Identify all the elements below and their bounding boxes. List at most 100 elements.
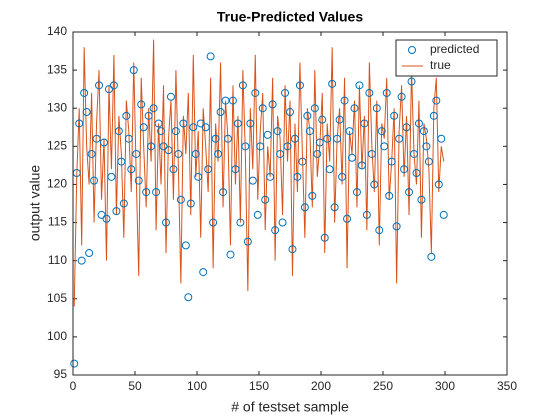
x-tick-label: 0 <box>70 379 77 393</box>
predicted-marker <box>201 123 210 132</box>
predicted-marker <box>323 134 332 143</box>
predicted-marker <box>385 191 394 200</box>
predicted-marker <box>308 191 317 200</box>
predicted-marker <box>154 119 163 128</box>
predicted-marker <box>226 250 235 259</box>
predicted-marker <box>124 134 133 143</box>
y-tick-label: 95 <box>54 367 68 381</box>
predicted-marker <box>129 66 138 75</box>
predicted-marker <box>159 142 168 151</box>
predicted-marker <box>300 203 309 212</box>
predicted-marker <box>335 115 344 124</box>
predicted-marker <box>149 104 158 113</box>
predicted-marker <box>286 108 294 117</box>
predicted-marker <box>206 52 215 61</box>
predicted-marker <box>90 176 99 185</box>
predicted-marker <box>357 161 366 170</box>
predicted-marker <box>400 165 409 174</box>
predicted-marker <box>179 119 188 128</box>
predicted-marker <box>318 115 327 124</box>
predicted-marker <box>75 119 84 128</box>
predicted-marker <box>278 218 287 227</box>
predicted-marker <box>340 96 349 105</box>
legend-box <box>395 39 498 77</box>
predicted-marker <box>246 119 255 128</box>
x-tick-label: 50 <box>128 379 142 393</box>
predicted-marker <box>147 142 156 151</box>
predicted-marker <box>85 249 94 258</box>
y-tick-label: 100 <box>47 329 67 343</box>
predicted-marker <box>320 233 329 242</box>
x-tick-label: 250 <box>373 379 393 393</box>
predicted-marker <box>432 96 441 105</box>
predicted-marker <box>191 149 200 158</box>
y-axis-label: output value <box>27 165 43 241</box>
predicted-marker <box>112 207 121 216</box>
y-tick-label: 105 <box>47 291 67 305</box>
predicted-marker <box>345 127 354 136</box>
predicted-marker <box>281 88 290 97</box>
predicted-marker <box>288 245 297 254</box>
predicted-marker <box>407 77 416 86</box>
predicted-marker <box>305 127 314 136</box>
predicted-marker <box>100 138 108 147</box>
predicted-marker <box>144 111 153 120</box>
y-tick-label: 120 <box>47 177 67 191</box>
predicted-marker <box>273 127 282 136</box>
predicted-marker <box>325 165 334 174</box>
x-tick-label: 200 <box>311 379 331 393</box>
predicted-marker <box>253 210 262 219</box>
predicted-marker <box>238 81 247 90</box>
predicted-marker <box>92 134 101 143</box>
plot-area <box>73 32 507 375</box>
predicted-marker <box>417 195 426 204</box>
predicted-marker <box>348 153 356 162</box>
legend-marker <box>408 46 416 54</box>
predicted-marker <box>70 359 79 368</box>
predicted-marker <box>114 127 123 136</box>
predicted-marker <box>181 241 190 250</box>
predicted-marker <box>410 149 418 158</box>
predicted-marker <box>139 123 148 132</box>
predicted-marker <box>189 123 198 132</box>
predicted-marker <box>295 81 304 90</box>
predicted-marker <box>439 210 448 219</box>
predicted-marker <box>414 119 423 128</box>
predicted-marker <box>211 134 220 143</box>
x-axis-label: # of testset sample <box>231 399 349 415</box>
predicted-marker <box>261 195 270 204</box>
predicted-marker <box>355 81 364 90</box>
predicted-marker <box>419 127 428 136</box>
predicted-marker <box>268 100 277 109</box>
predicted-marker <box>303 111 312 120</box>
predicted-marker <box>372 104 381 113</box>
predicted-marker <box>422 142 431 151</box>
predicted-marker <box>271 226 280 235</box>
predicted-marker <box>219 188 228 197</box>
predicted-marker <box>102 214 111 223</box>
predicted-marker <box>263 130 272 139</box>
predicted-marker <box>390 111 399 120</box>
predicted-marker <box>375 226 384 235</box>
predicted-marker <box>392 222 401 231</box>
predicted-marker <box>313 149 322 158</box>
predicted-marker <box>132 149 141 158</box>
predicted-marker <box>330 203 339 212</box>
predicted-marker <box>171 127 180 136</box>
predicted-marker <box>350 104 359 113</box>
predicted-marker <box>310 104 319 113</box>
predicted-marker <box>77 256 86 265</box>
predicted-marker <box>164 146 173 155</box>
y-tick-label: 110 <box>48 253 67 267</box>
y-tick-label: 140 <box>47 24 67 38</box>
y-tick-label: 115 <box>48 215 67 229</box>
predicted-marker <box>243 237 252 246</box>
predicted-marker <box>134 176 143 185</box>
predicted-marker <box>328 79 337 88</box>
predicted-marker <box>169 165 178 174</box>
predicted-marker <box>283 142 292 151</box>
predicted-marker <box>402 123 411 132</box>
predicted-marker <box>231 165 240 174</box>
predicted-marker <box>412 169 421 178</box>
